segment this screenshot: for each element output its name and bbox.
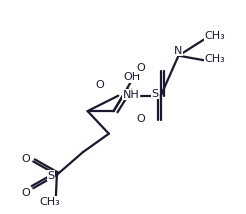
Text: CH₃: CH₃ [39, 196, 60, 207]
Text: OH: OH [123, 72, 140, 82]
Text: CH₃: CH₃ [204, 54, 225, 64]
Text: S: S [47, 171, 55, 181]
Text: O: O [137, 114, 145, 124]
Text: O: O [137, 63, 145, 73]
Text: CH₃: CH₃ [204, 31, 225, 41]
Text: N: N [174, 46, 183, 55]
Text: O: O [22, 188, 31, 198]
Text: O: O [95, 80, 104, 91]
Text: O: O [22, 154, 31, 164]
Text: S: S [151, 89, 158, 99]
Text: NH: NH [123, 90, 140, 100]
